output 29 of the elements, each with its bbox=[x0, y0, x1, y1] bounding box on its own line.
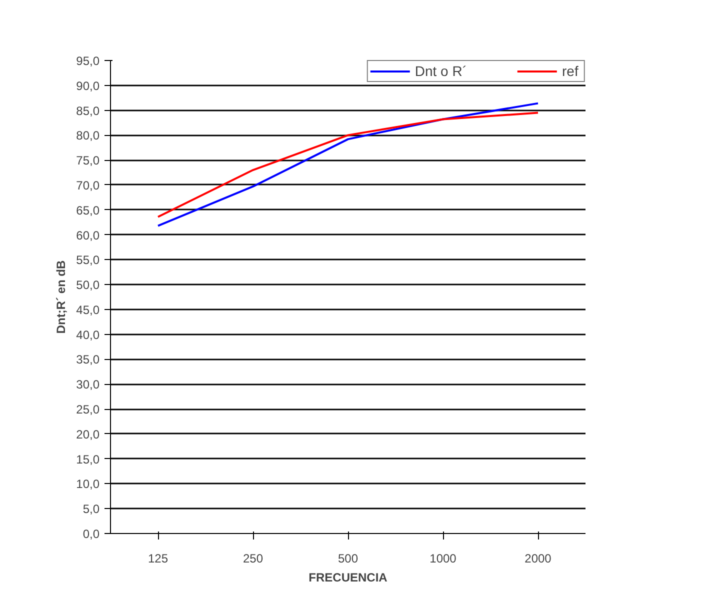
x-tick-label: 1000 bbox=[430, 552, 457, 566]
y-tick-label: 25,0 bbox=[76, 402, 100, 417]
y-tick-label: 60,0 bbox=[76, 228, 100, 242]
y-tick-label: 95,0 bbox=[76, 54, 100, 68]
y-tick-label: 10,0 bbox=[76, 477, 100, 492]
y-tick-label: 40,0 bbox=[76, 328, 100, 342]
y-tick-label: 0,0 bbox=[82, 527, 100, 541]
x-tick-label: 2000 bbox=[524, 552, 552, 566]
x-tick-label: 250 bbox=[242, 552, 264, 566]
x-tick-label: 125 bbox=[148, 552, 168, 566]
y-axis-title: Dnt;R´ en dB bbox=[54, 260, 68, 334]
legend-label: ref bbox=[562, 63, 580, 79]
y-tick-label: 45,0 bbox=[76, 302, 100, 317]
legend-label: Dnt o R´ bbox=[414, 63, 467, 79]
y-tick-label: 70,0 bbox=[76, 178, 100, 192]
y-tick-label: 55,0 bbox=[76, 253, 100, 268]
y-tick-label: 50,0 bbox=[76, 278, 100, 292]
y-tick-label: 65,0 bbox=[76, 203, 100, 218]
y-tick-label: 75,0 bbox=[76, 154, 100, 168]
y-tick-label: 80,0 bbox=[76, 128, 100, 143]
y-tick-label: 5,0 bbox=[82, 502, 100, 516]
y-tick-label: 30,0 bbox=[76, 378, 100, 392]
y-tick-label: 85,0 bbox=[76, 104, 100, 118]
x-axis-title: FRECUENCIA bbox=[308, 570, 388, 584]
y-tick-label: 35,0 bbox=[76, 352, 100, 367]
y-tick-label: 15,0 bbox=[76, 452, 100, 466]
y-tick-label: 90,0 bbox=[76, 78, 100, 93]
x-tick-label: 500 bbox=[338, 552, 358, 566]
y-tick-label: 20,0 bbox=[76, 427, 100, 442]
